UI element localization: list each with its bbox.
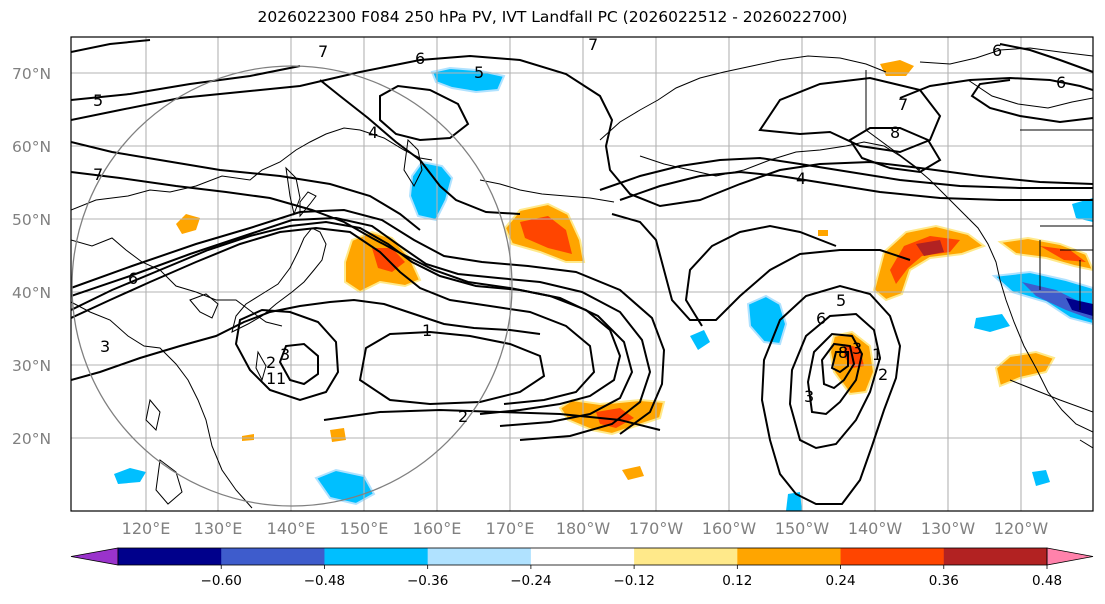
colorbar-arrow-high	[1046, 547, 1094, 566]
colorbar-swatch	[634, 548, 738, 565]
lon-label: 130°W	[921, 519, 976, 538]
colorbar: −0.60 −0.48 −0.36 −0.24 −0.12 0.12 0.24 0.36 0.4…	[70, 547, 1094, 589]
contour-label: 2	[458, 407, 468, 426]
contour-label: 1	[276, 369, 286, 388]
lat-label: 70°N	[12, 65, 51, 83]
colorbar-tick-label: −0.48	[304, 573, 345, 589]
lon-label: 160°W	[702, 519, 757, 538]
colorbar-swatch	[943, 548, 1048, 565]
contour-label: 7	[588, 35, 598, 54]
lat-label: 60°N	[12, 138, 51, 156]
contour-label: 3	[804, 387, 814, 406]
contour-label: 1	[422, 321, 432, 340]
contour-label: 6	[415, 49, 425, 68]
contour-label: 4	[796, 169, 806, 188]
colorbar-swatch	[118, 548, 222, 565]
contour-label: 3	[280, 345, 290, 364]
colorbar-tick-label: 0.12	[722, 573, 752, 589]
longitude-labels: 120°E 130°E 140°E 150°E 160°E 170°E 180°…	[122, 519, 1049, 538]
lon-label: 170°E	[486, 519, 535, 538]
lon-label: 130°E	[194, 519, 243, 538]
latitude-labels: 70°N 60°N 50°N 40°N 30°N 20°N	[12, 65, 51, 448]
lon-label: 140°E	[267, 519, 316, 538]
contour-label: 1	[872, 345, 882, 364]
lon-label: 150°W	[775, 519, 830, 538]
contour-label: 7	[93, 165, 103, 184]
contour-label: 5	[836, 291, 846, 310]
contour-labels: 7 6 5 5 7 7 6 7 6 8 1 1 4 4 6 3 2 3 1 2 …	[93, 35, 1066, 426]
lat-label: 50°N	[12, 211, 51, 229]
contour-label: 5	[474, 63, 484, 82]
contour-label: 2	[878, 365, 888, 384]
lon-label: 120°E	[122, 519, 171, 538]
contour-label: 8	[838, 343, 848, 362]
colorbar-tick-label: −0.36	[407, 573, 448, 589]
lon-label: 180°W	[556, 519, 611, 538]
colorbar-swatch	[737, 548, 842, 565]
lat-label: 20°N	[12, 430, 51, 448]
contour-label: 1	[266, 369, 276, 388]
colorbar-tick-label: −0.24	[510, 573, 551, 589]
contour-label: 8	[890, 123, 900, 142]
lon-label: 160°E	[413, 519, 462, 538]
contour-label: 3	[852, 339, 862, 358]
graticule-grid	[71, 37, 1093, 511]
colorbar-tick-label: 0.24	[826, 573, 856, 589]
contour-label: 6	[816, 309, 826, 328]
colorbar-tick-label: −0.12	[613, 573, 654, 589]
contour-label: 6	[1056, 73, 1066, 92]
lon-label: 140°W	[848, 519, 903, 538]
lat-label: 40°N	[12, 284, 51, 302]
colorbar-swatch	[427, 548, 532, 565]
pv-contours	[71, 39, 1093, 505]
colorbar-swatch	[530, 548, 635, 565]
colorbar-frame	[117, 547, 1048, 566]
colorbar-tick-label: −0.60	[201, 573, 242, 589]
lon-label: 170°W	[629, 519, 684, 538]
contour-label: 5	[93, 91, 103, 110]
map-frame	[70, 36, 1094, 512]
contour-label: 6	[128, 269, 138, 288]
lat-label: 30°N	[12, 357, 51, 375]
contour-label: 3	[100, 337, 110, 356]
contour-label: 6	[992, 41, 1002, 60]
contour-label: 7	[318, 42, 328, 61]
colorbar-arrow-low	[70, 547, 119, 566]
colorbar-tick-label: 0.48	[1032, 573, 1062, 589]
contour-label: 4	[368, 123, 378, 142]
lon-label: 150°E	[340, 519, 389, 538]
page-title: 2026022300 F084 250 hPa PV, IVT Landfall…	[257, 8, 848, 26]
colorbar-swatch	[221, 548, 325, 565]
contour-label: 2	[266, 353, 276, 372]
contour-label: 7	[898, 95, 908, 114]
colorbar-swatch	[840, 548, 945, 565]
search-radius-circle	[71, 65, 513, 507]
lon-label: 120°W	[994, 519, 1049, 538]
colorbar-swatch	[324, 548, 429, 565]
colorbar-tick-label: 0.36	[929, 573, 959, 589]
